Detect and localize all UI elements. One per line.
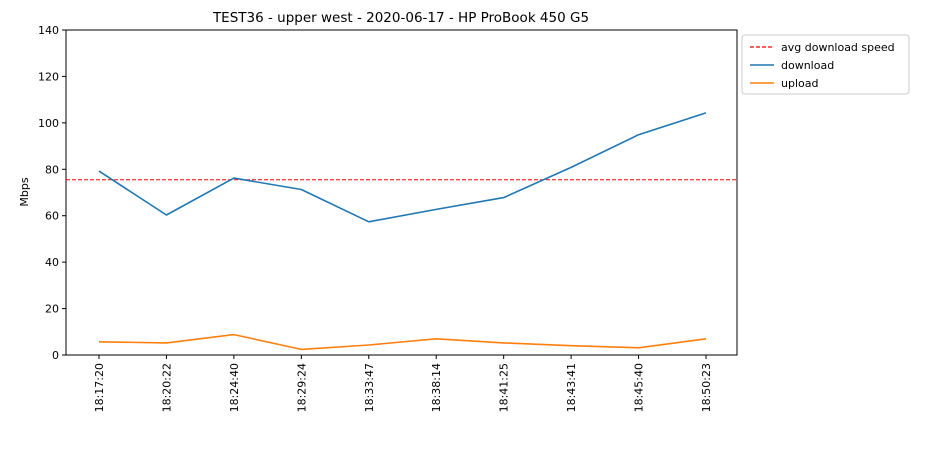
y-tick-label: 100 (38, 117, 59, 130)
legend-download-label: download (781, 59, 834, 72)
download-line (98, 112, 707, 223)
x-tick-label: 18:17:20 (93, 363, 106, 412)
y-tick-label: 120 (38, 70, 59, 83)
x-tick-label: 18:20:22 (160, 363, 173, 412)
y-tick-label: 80 (45, 163, 59, 176)
x-tick-label: 18:45:40 (633, 363, 646, 412)
x-tick-label: 18:38:14 (430, 363, 443, 412)
y-tick-label: 60 (45, 210, 59, 223)
legend-avg-label: avg download speed (781, 41, 895, 54)
plot-area: 0 20 40 60 80 100 120 140 18:17:20 18:20:22 18:24:… (38, 24, 738, 412)
y-tick-label: 40 (45, 256, 59, 269)
x-tick-label: 18:41:25 (498, 363, 511, 412)
x-tick-label: 18:43:41 (565, 363, 578, 412)
y-tick-label: 0 (52, 349, 59, 362)
x-tick-label: 18:33:47 (363, 363, 376, 412)
chart-title: TEST36 - upper west - 2020-06-17 - HP Pr… (212, 10, 589, 26)
x-tick-label: 18:24:40 (228, 363, 241, 412)
y-tick-label: 20 (45, 303, 59, 316)
legend-frame (741, 34, 910, 95)
legend-upload-label: upload (781, 77, 818, 90)
y-tick-label: 140 (38, 24, 59, 37)
legend: avg download speed download upload (741, 34, 910, 95)
x-tick-label: 18:50:23 (700, 363, 713, 412)
x-tick-label: 18:29:24 (295, 363, 308, 412)
y-axis-label: Mbps (18, 177, 31, 206)
axes-frame (65, 29, 738, 356)
upload-line (98, 333, 707, 351)
